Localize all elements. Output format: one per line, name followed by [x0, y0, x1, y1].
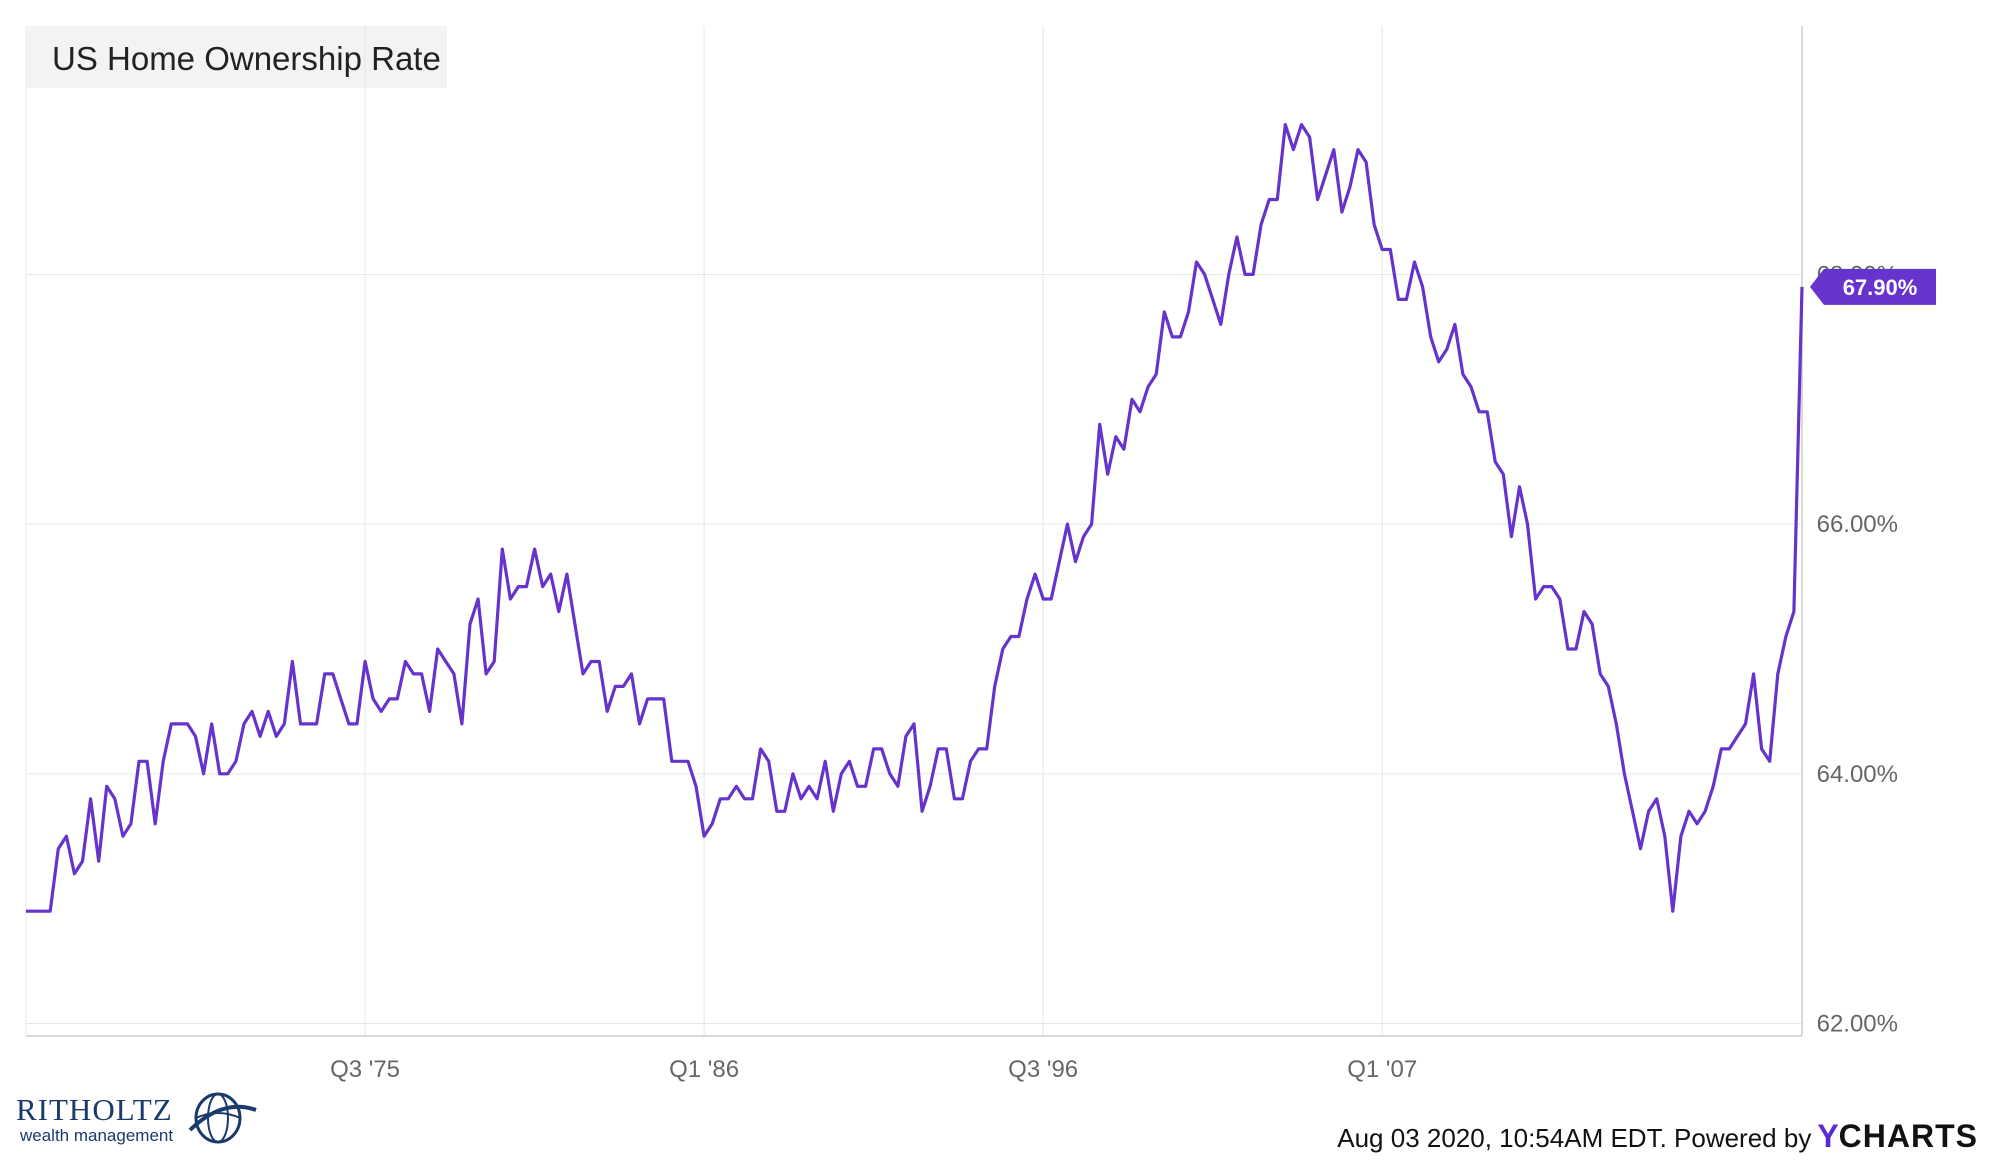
chart-title: US Home Ownership Rate: [52, 40, 441, 77]
last-value-flag: [1810, 268, 1936, 305]
x-tick-label: Q1 '86: [669, 1056, 739, 1083]
footer-attribution: Aug 03 2020, 10:54AM EDT. Powered by Y CH…: [1337, 1118, 1978, 1155]
logo-name: RITHOLTZ: [16, 1092, 173, 1127]
y-tick-label: 66.00%: [1817, 511, 1898, 538]
ycharts-logo-text: CHARTS: [1838, 1118, 1978, 1154]
grid-lines: [26, 26, 1802, 1036]
last-value-marker: 67.90%: [1810, 268, 1936, 305]
x-tick-label: Q3 '96: [1008, 1056, 1078, 1083]
y-tick-label: 62.00%: [1817, 1011, 1898, 1038]
x-tick-label: Q1 '07: [1347, 1056, 1417, 1083]
chart-title-box: US Home Ownership Rate: [26, 26, 447, 88]
ritholtz-logo: RITHOLTZ wealth management: [16, 1088, 257, 1148]
series-layer: [26, 123, 1804, 913]
y-tick-label: 64.00%: [1817, 761, 1898, 788]
x-tick-label: Q3 '75: [330, 1056, 400, 1083]
y-tick-labels: 62.00%64.00%66.00%68.00%: [1817, 261, 1898, 1037]
footer-timestamp: Aug 03 2020, 10:54AM EDT. Powered by: [1337, 1123, 1812, 1153]
ycharts-logo-y: Y: [1817, 1118, 1839, 1154]
globe-emblem-icon: [188, 1092, 257, 1144]
axes: [25, 26, 1803, 1037]
last-value-label: 67.90%: [1843, 275, 1918, 300]
x-tick-labels: Q3 '75 Q1 '86 Q3 '96 Q1 '07: [330, 1056, 1417, 1083]
series-line: [26, 123, 1804, 913]
logo-subtitle: wealth management: [20, 1126, 174, 1145]
